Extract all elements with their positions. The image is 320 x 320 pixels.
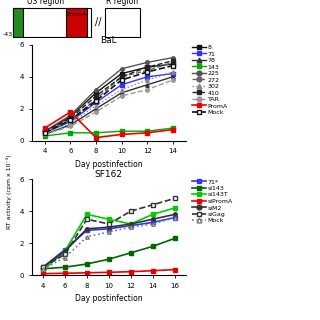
Title: SF162: SF162 bbox=[95, 170, 123, 179]
Bar bbox=[13, 8, 23, 37]
Bar bbox=[66, 8, 87, 37]
Title: BaL: BaL bbox=[100, 36, 117, 45]
Text: U3 region: U3 region bbox=[27, 0, 64, 6]
Text: -43: -43 bbox=[3, 32, 13, 37]
Legend: 8, 71, 78, 143, 225, 272, 302, 410, TAR, PromA, Mock: 8, 71, 78, 143, 225, 272, 302, 410, TAR,… bbox=[192, 45, 228, 115]
Legend: 71*, si143, si143T, siPromA, siM2, siGag, Mock: 71*, si143, si143T, siPromA, siM2, siGag… bbox=[192, 179, 233, 223]
Bar bbox=[13, 8, 91, 37]
Text: PromA: PromA bbox=[66, 12, 86, 17]
X-axis label: Day postinfection: Day postinfection bbox=[75, 160, 143, 169]
X-axis label: Day postinfection: Day postinfection bbox=[75, 294, 143, 303]
Text: //: // bbox=[95, 17, 101, 28]
Text: R region: R region bbox=[106, 0, 138, 6]
Text: RT activity (cpm x 10⁻³): RT activity (cpm x 10⁻³) bbox=[6, 155, 12, 229]
Bar bbox=[105, 8, 140, 37]
